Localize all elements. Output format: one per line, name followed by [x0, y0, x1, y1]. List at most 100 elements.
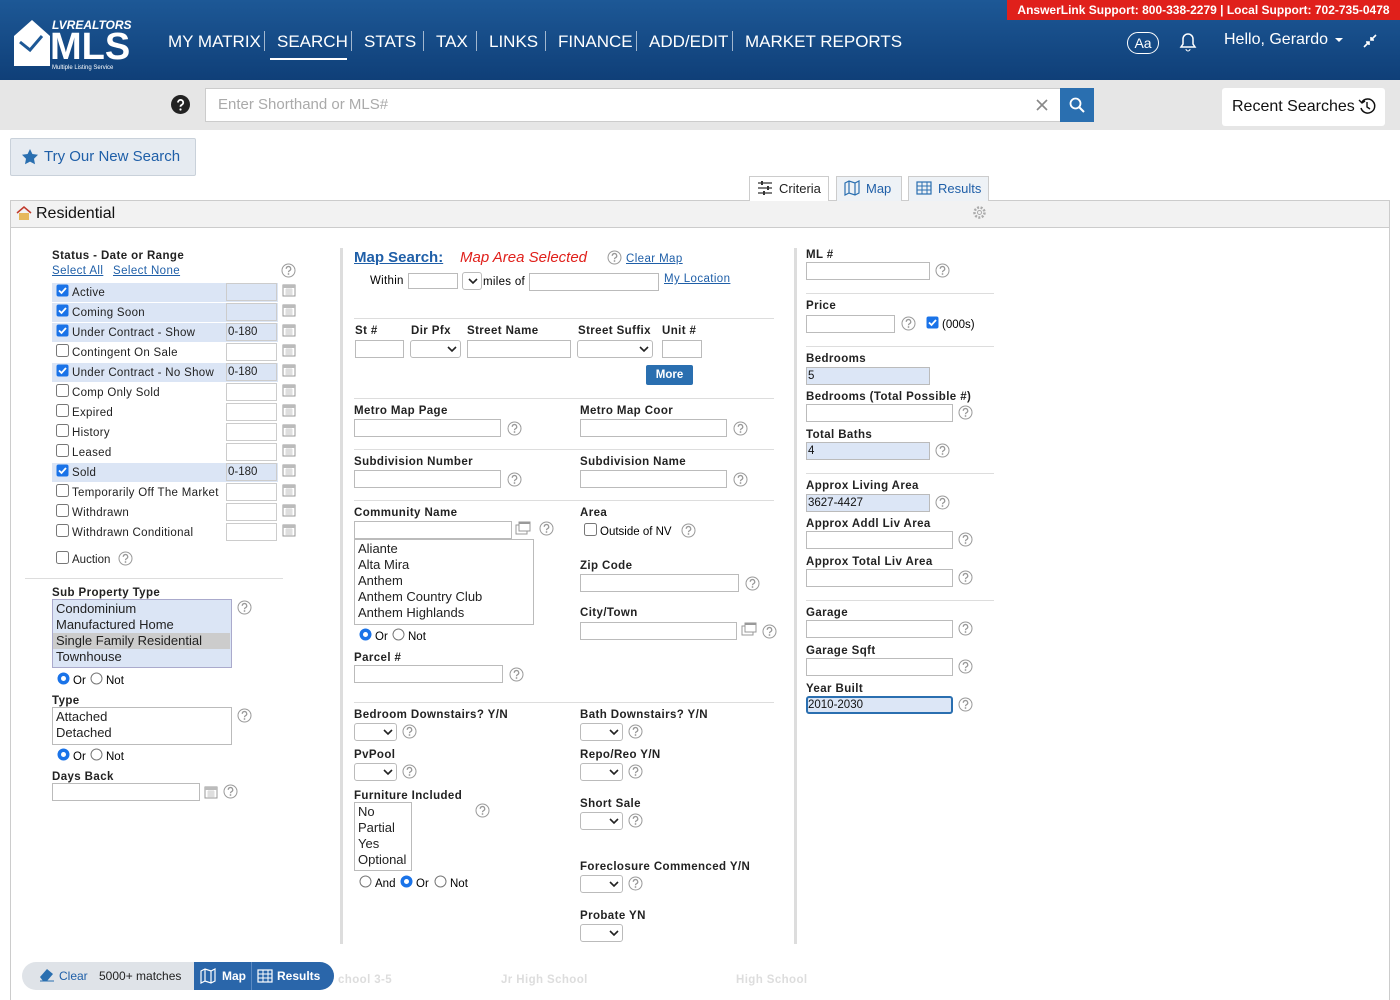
field-input[interactable] — [580, 574, 739, 592]
greeting[interactable]: Hello, Gerardo — [1224, 31, 1329, 48]
select[interactable] — [354, 763, 397, 781]
nav-item[interactable]: STATS — [364, 32, 417, 51]
radio[interactable] — [57, 672, 70, 685]
community-option[interactable]: Anthem Highlands — [358, 605, 465, 620]
sub-property-option[interactable]: Townhouse — [56, 649, 122, 664]
within-input[interactable] — [408, 273, 458, 289]
calendar-icon[interactable] — [282, 423, 296, 437]
address-input[interactable] — [355, 340, 404, 358]
community-option[interactable]: Anthem Country Club — [358, 589, 483, 604]
community-listbox[interactable] — [354, 539, 534, 625]
field-input[interactable] — [806, 620, 953, 638]
select[interactable] — [580, 924, 623, 942]
community-option[interactable]: Anthem — [358, 573, 403, 588]
map-search-title[interactable]: Map Search: — [354, 249, 444, 266]
status-range-input[interactable] — [226, 323, 277, 341]
checkbox[interactable] — [56, 284, 69, 297]
radio[interactable] — [90, 748, 103, 761]
radio[interactable] — [359, 875, 372, 888]
font-button[interactable] — [1127, 32, 1159, 54]
help-icon[interactable] — [628, 764, 643, 779]
help-icon[interactable] — [958, 570, 973, 585]
help-icon[interactable] — [507, 421, 522, 436]
radio[interactable] — [57, 748, 70, 761]
status-range-input[interactable] — [226, 283, 277, 301]
checkbox[interactable] — [56, 304, 69, 317]
more-label[interactable]: More — [655, 369, 684, 381]
field-input[interactable] — [806, 494, 930, 512]
shorthand-input[interactable] — [205, 88, 1066, 122]
checkbox[interactable] — [56, 551, 69, 564]
field-input[interactable] — [580, 470, 727, 488]
help-icon[interactable] — [237, 600, 252, 615]
field-input[interactable] — [806, 404, 953, 422]
type-option[interactable]: Attached — [56, 709, 108, 724]
help-icon[interactable] — [958, 659, 973, 674]
clear-map[interactable]: Clear Map — [626, 253, 683, 265]
help-icon[interactable] — [402, 764, 417, 779]
field-input[interactable] — [806, 442, 930, 460]
select[interactable] — [354, 723, 397, 741]
help-icon[interactable] — [958, 621, 973, 636]
help-icon[interactable] — [681, 523, 696, 538]
calendar-icon[interactable] — [282, 463, 296, 477]
help-icon[interactable] — [237, 708, 252, 723]
outside-nv-label[interactable]: Outside of NV — [600, 526, 672, 538]
more-button[interactable] — [646, 365, 693, 385]
radio[interactable] — [359, 628, 372, 641]
status-label[interactable]: Expired — [72, 407, 114, 419]
my-location[interactable]: My Location — [664, 273, 731, 285]
select[interactable] — [580, 723, 623, 741]
nav-item[interactable]: MY MATRIX — [168, 32, 261, 51]
select[interactable] — [410, 340, 461, 358]
help-icon[interactable] — [607, 250, 622, 265]
help-icon[interactable] — [507, 472, 522, 487]
settings-icon[interactable] — [972, 205, 987, 220]
status-label[interactable]: Sold — [72, 467, 97, 479]
help-icon[interactable] — [475, 803, 490, 818]
status-label[interactable]: Leased — [72, 447, 112, 459]
search-button[interactable] — [1060, 88, 1094, 122]
furniture-option[interactable]: Optional — [358, 852, 407, 867]
select-none[interactable]: Select None — [113, 265, 181, 277]
help-icon[interactable] — [935, 443, 950, 458]
help-icon[interactable] — [223, 784, 238, 799]
help-icon[interactable] — [733, 472, 748, 487]
help-icon[interactable] — [958, 697, 973, 712]
status-label[interactable]: Withdrawn Conditional — [72, 527, 194, 539]
radio[interactable] — [392, 628, 405, 641]
help-icon[interactable] — [745, 576, 760, 591]
status-label[interactable]: Temporarily Off The Market — [72, 487, 219, 499]
status-label[interactable]: Under Contract - No Show — [72, 367, 215, 379]
calendar-icon[interactable] — [282, 323, 296, 337]
eraser-icon[interactable] — [38, 966, 56, 982]
status-range-input[interactable] — [226, 503, 277, 521]
status-label[interactable]: Comp Only Sold — [72, 387, 160, 399]
help-icon[interactable] — [628, 813, 643, 828]
help-icon[interactable] — [935, 263, 950, 278]
status-range-input[interactable] — [226, 383, 277, 401]
days-back-input[interactable] — [52, 783, 200, 801]
map-label[interactable]: Map — [222, 969, 246, 983]
help-icon[interactable] — [958, 532, 973, 547]
sub-property-option[interactable]: Manufactured Home — [56, 617, 174, 632]
checkbox[interactable] — [56, 384, 69, 397]
status-label[interactable]: Contingent On Sale — [72, 347, 178, 359]
help-icon[interactable] — [628, 724, 643, 739]
select[interactable] — [580, 875, 623, 893]
checkbox[interactable] — [56, 524, 69, 537]
radio[interactable] — [400, 875, 413, 888]
sub-property-option[interactable]: Condominium — [56, 601, 137, 616]
calendar-icon[interactable] — [282, 343, 296, 357]
nav-item[interactable]: FINANCE — [558, 32, 633, 51]
community-input[interactable] — [354, 521, 512, 539]
nav-item[interactable]: SEARCH — [277, 32, 348, 51]
help-icon[interactable] — [118, 551, 133, 566]
status-range-input[interactable] — [226, 303, 277, 321]
field-input[interactable] — [806, 315, 895, 333]
field-input[interactable] — [580, 622, 737, 640]
status-label[interactable]: History — [72, 427, 110, 439]
select-all[interactable]: Select All — [52, 265, 104, 277]
calendar-icon[interactable] — [282, 283, 296, 297]
sub-property-option[interactable]: Single Family Residential — [56, 633, 202, 648]
